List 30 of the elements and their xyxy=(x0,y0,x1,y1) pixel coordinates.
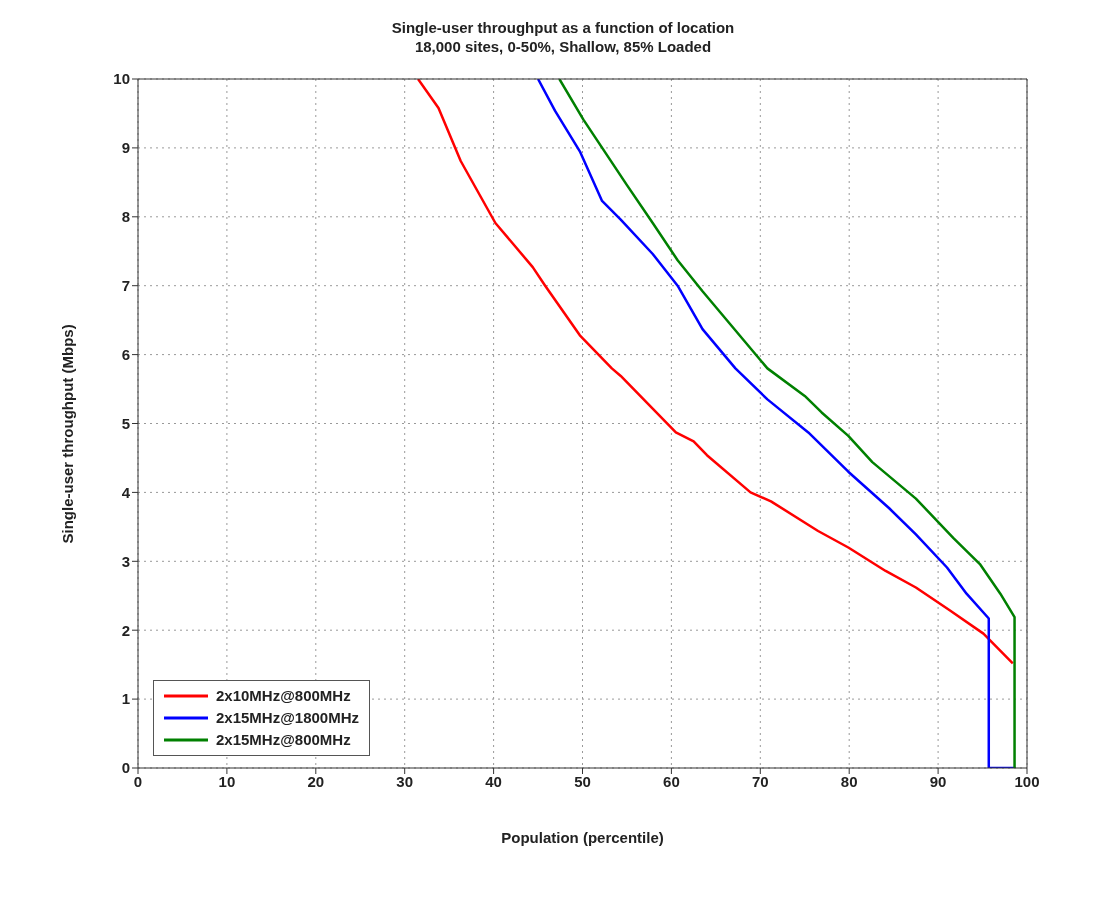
x-tick-label: 40 xyxy=(485,772,502,790)
x-tick-label: 90 xyxy=(929,772,947,790)
chart-title: Single-user throughput as a function of location xyxy=(390,18,736,37)
legend-label: 2x15MHz@800MHz xyxy=(216,730,351,750)
legend-label: 2x10MHz@800MHz xyxy=(216,686,351,706)
chart-subtitle: 18,000 sites, 0-50%, Shallow, 85% Loaded xyxy=(413,37,713,56)
y-tick-label: 3 xyxy=(121,552,130,570)
y-tick-label: 2 xyxy=(121,621,130,639)
y-tick-label: 8 xyxy=(121,208,130,226)
x-tick-label: 10 xyxy=(218,772,236,790)
x-tick-label: 20 xyxy=(307,772,325,790)
x-tick-label: 100 xyxy=(1014,772,1040,790)
y-tick-label: 0 xyxy=(121,759,130,777)
y-tick-label: 6 xyxy=(121,345,130,363)
y-axis-title: Single-user throughput (Mbps) xyxy=(59,324,77,544)
legend-label: 2x15MHz@1800MHz xyxy=(216,708,360,728)
x-tick-label: 60 xyxy=(663,772,680,790)
x-tick-label: 70 xyxy=(751,772,769,790)
y-tick-label: 7 xyxy=(121,277,130,295)
y-tick-label: 5 xyxy=(121,414,130,432)
y-tick-label: 1 xyxy=(121,690,130,708)
y-tick-label: 10 xyxy=(113,70,130,88)
x-tick-label: 80 xyxy=(840,772,858,790)
x-tick-label: 30 xyxy=(396,772,414,790)
line-series xyxy=(416,79,1015,665)
x-axis-title: Population (percentile) xyxy=(501,829,664,846)
x-tick-label: 0 xyxy=(133,772,143,790)
y-tick-label: 9 xyxy=(121,139,130,157)
y-tick-label: 4 xyxy=(121,483,131,501)
x-tick-label: 50 xyxy=(574,772,591,790)
